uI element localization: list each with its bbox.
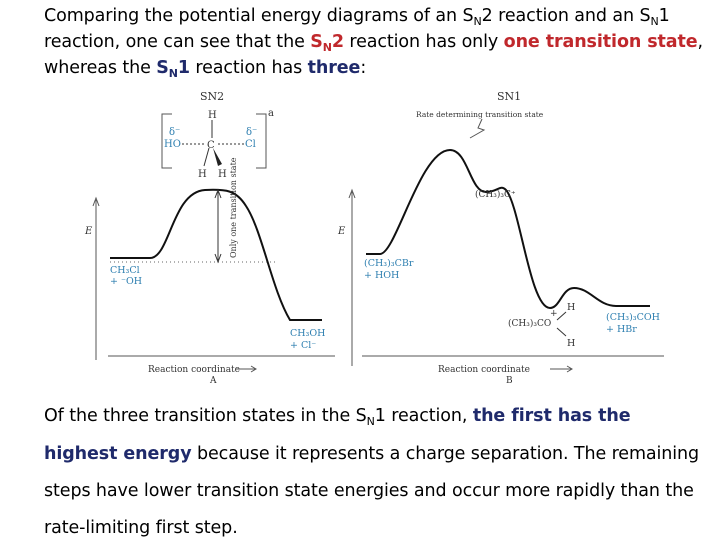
diagram-b-energy-arrow — [348, 188, 356, 199]
diagram-b-x-label: Reaction coordinate — [438, 365, 530, 375]
conclusion-paragraph: Of the three transition states in the SN… — [44, 398, 704, 547]
ts-mark: a — [268, 108, 274, 119]
intro-sub-2: N — [650, 15, 659, 28]
diagram-a-title: SN2 — [200, 90, 224, 103]
ts-h-br: H — [218, 169, 227, 180]
diagram-a-x-arrow — [236, 365, 257, 373]
only-one-ts-label: Only one transition state — [229, 157, 238, 258]
ts-h-bl: H — [198, 169, 207, 180]
rate-ts-label: Rate determining transition state — [416, 110, 544, 119]
ts-wedge-bond — [213, 148, 222, 166]
one-transition-state-highlight: one transition state — [503, 32, 698, 52]
sn1-int2-h-top: H — [567, 302, 575, 313]
sn1-term-b: 1 — [177, 58, 190, 78]
sn2-product-2: + Cl⁻ — [290, 340, 316, 351]
intro-text-5: , whereas the — [44, 32, 704, 78]
sn1-energy-curve — [366, 148, 650, 310]
ts-energy-arrow-down — [214, 253, 222, 264]
sn2-term-sub: N — [322, 41, 332, 54]
intro-text-2: 2 reaction and an S — [481, 6, 651, 26]
sn1-reactant-1: (CH₃)₃CBr — [364, 258, 414, 269]
sn2-term-a: S — [310, 32, 323, 52]
diagram-a-x-label: Reaction coordinate — [148, 365, 240, 375]
ts-h-top: H — [208, 110, 217, 121]
sn2-reactant-2: + ⁻OH — [110, 276, 142, 287]
ts-ho: HO — [164, 139, 181, 150]
sn1-term-sub: N — [168, 67, 178, 80]
conclusion-sub: N — [366, 415, 375, 428]
diagram-b-e-label: E — [337, 226, 346, 237]
sn1-intermediate-1: (CH₃)₃C⁺ — [475, 189, 516, 200]
sn1-int2-bond-bottom — [556, 327, 567, 337]
sn1-product-1: (CH₃)₃COH — [606, 312, 660, 323]
sn2-reactant-1: CH₃Cl — [110, 265, 140, 276]
sn1-int2-h-bottom: H — [567, 338, 575, 349]
diagram-a-panel-label: A — [209, 376, 217, 386]
ts-bracket-left — [161, 113, 172, 169]
ts-bond-bl — [203, 147, 210, 167]
highest-energy-highlight: the first has the highest energy — [44, 406, 631, 464]
intro-text-6: reaction has — [189, 58, 308, 78]
sn1-int2-bond-top — [556, 311, 567, 321]
intro-text-4: reaction has only — [343, 32, 504, 52]
diagram-a-e-label: E — [84, 226, 93, 237]
conclusion-text-2: 1 reaction, — [374, 406, 473, 426]
diagram-b: SN1 Rate determining transition state E … — [337, 90, 664, 386]
diagram-a-energy-arrow — [92, 196, 100, 207]
sn1-product-2: + HBr — [606, 324, 637, 335]
conclusion-text-1: Of the three transition states in the S — [44, 406, 367, 426]
three-highlight: three — [307, 58, 361, 78]
intro-paragraph: Comparing the potential energy diagrams … — [44, 4, 704, 82]
intro-text-7: : — [360, 58, 367, 78]
intro-sub-1: N — [473, 15, 482, 28]
ts-bracket-right — [256, 113, 267, 169]
ts-energy-arrow-up — [214, 188, 222, 199]
sn2-product-1: CH₃OH — [290, 328, 325, 339]
conclusion-text-3: because it represents a charge separatio… — [44, 444, 700, 538]
sn1-reactant-2: + HOH — [364, 270, 399, 281]
ts-cl: Cl — [245, 139, 256, 150]
rate-ts-pointer — [469, 118, 486, 139]
sn1-int2-plus: + — [550, 309, 558, 319]
diagram-b-title: SN1 — [497, 90, 521, 103]
sn1-int2-main: (CH₃)₃CO — [508, 318, 551, 329]
sn1-term-a: S — [156, 58, 169, 78]
diagram-a: SN2 a H δ⁻ HO C δ⁻ Cl H H E Reaction coo… — [84, 90, 335, 386]
intro-text-1: Comparing the potential energy diagrams … — [44, 6, 474, 26]
diagram-b-panel-label: B — [506, 376, 513, 386]
diagram-b-x-arrow — [550, 365, 573, 373]
sn2-term-b: 2 — [331, 32, 344, 52]
intro-text-3: 1 reaction, one can see that the — [44, 6, 670, 52]
ts-delta-left: δ⁻ — [169, 127, 180, 138]
ts-delta-right: δ⁻ — [246, 127, 257, 138]
sn2-energy-curve — [110, 188, 322, 321]
ts-c: C — [207, 140, 215, 151]
energy-diagrams: SN2 a H δ⁻ HO C δ⁻ Cl H H E Reaction coo… — [84, 90, 664, 386]
